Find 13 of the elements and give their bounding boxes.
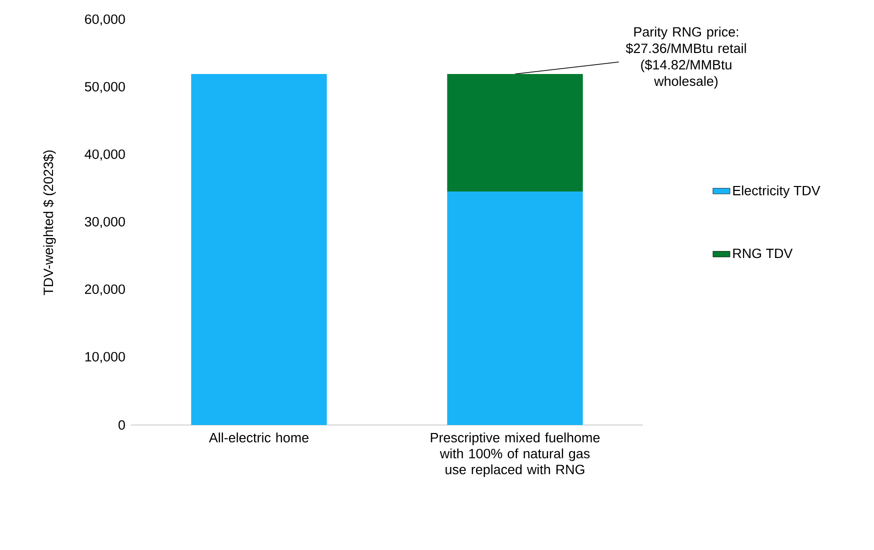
legend-label: Electricity TDV: [733, 185, 820, 198]
legend-label: RNG TDV: [733, 248, 793, 258]
y-tick-label: 40,000: [84, 149, 125, 161]
annotation: Parity RNG price: $27.36/MMBtu retail ($14.82/MMBtu wholesale): [626, 26, 746, 89]
y-axis-title: TDV-weighted $ (2023$): [43, 150, 56, 296]
y-tick-label: 50,000: [84, 82, 125, 94]
x-tick-label: All-electric home: [208, 432, 308, 442]
y-tick-label: 20,000: [85, 284, 125, 296]
x-tick-label: Prescriptive mixed fuelhome with 100% of natural gas use replaced with RNG: [430, 432, 600, 477]
y-tick-label: 30,000: [84, 216, 125, 228]
y-tick-label: 10,000: [85, 352, 125, 364]
y-tick-label: 60,000: [85, 14, 125, 26]
y-tick-label: 0: [118, 420, 125, 430]
